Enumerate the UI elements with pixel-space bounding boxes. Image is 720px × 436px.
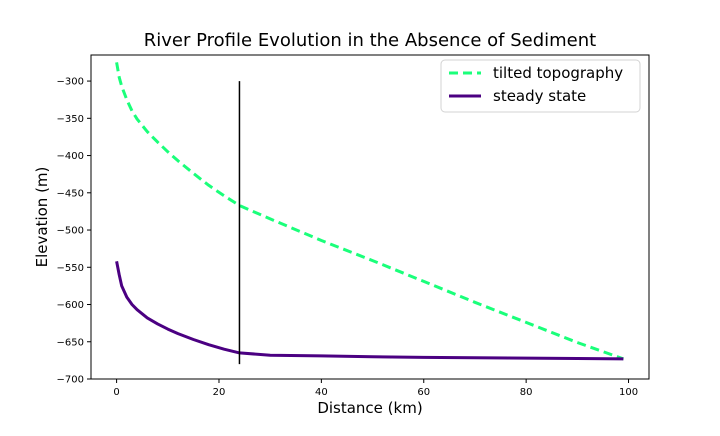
x-tick-label: 40 [315, 387, 328, 398]
x-tick-label: 60 [417, 387, 430, 398]
legend-steady-state-label: steady state [493, 87, 586, 105]
y-tick-label: −650 [57, 337, 84, 348]
legend-tilted-topography-label: tilted topography [493, 64, 623, 82]
legend: tilted topography steady state [440, 59, 641, 113]
plot-frame [90, 54, 650, 380]
y-tick-label: −300 [57, 77, 84, 88]
series-tilted-topography-line [115, 62, 624, 361]
x-tick-label: 20 [213, 387, 226, 398]
x-tick-label: 0 [113, 387, 119, 398]
x-axis-label: Distance (km) [317, 399, 422, 417]
y-tick-label: −550 [57, 263, 84, 274]
series-layer [115, 62, 624, 361]
x-tick-label: 100 [619, 387, 638, 398]
x-tick-label: 80 [520, 387, 533, 398]
y-tick-label: −400 [57, 151, 84, 162]
y-tick-label: −450 [57, 188, 84, 199]
x-axis-ticks: 0 20 40 60 80 100 [113, 379, 638, 398]
chart-title: River Profile Evolution in the Absence o… [144, 30, 596, 51]
y-tick-label: −350 [57, 114, 84, 125]
y-tick-label: −600 [57, 300, 84, 311]
legend-box [440, 59, 641, 113]
y-axis-ticks: −300 −350 −400 −450 −500 −550 −600 −650 −700 [57, 77, 91, 386]
y-tick-label: −700 [57, 375, 84, 386]
y-tick-label: −500 [57, 226, 84, 237]
y-axis-label: Elevation (m) [33, 167, 51, 268]
series-steady-state-line [115, 261, 624, 361]
